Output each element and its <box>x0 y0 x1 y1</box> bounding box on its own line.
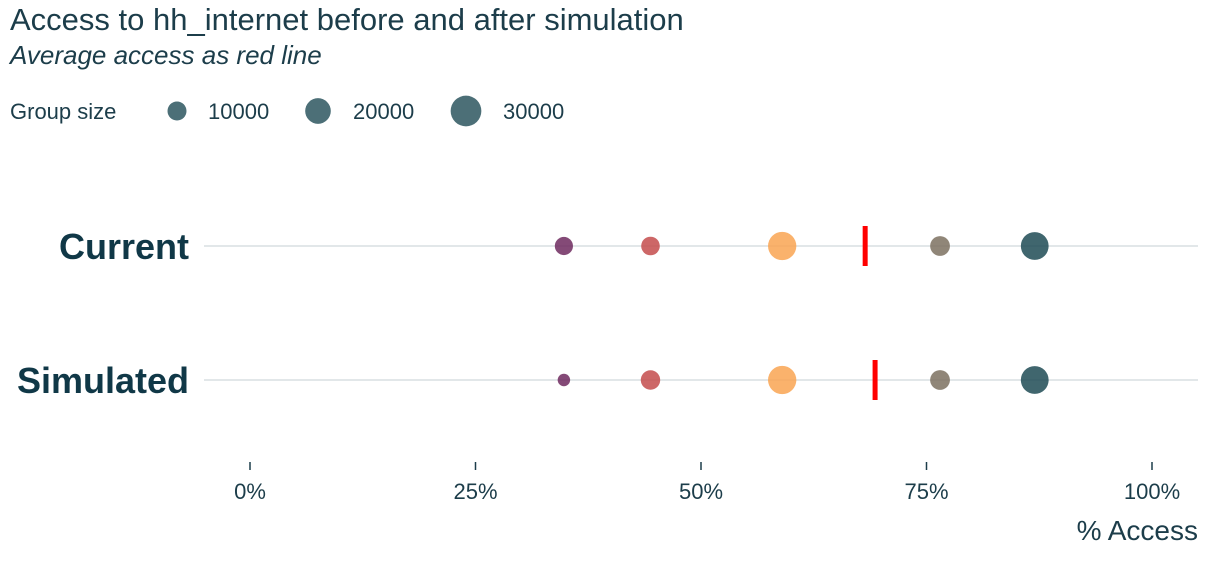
legend-title: Group size <box>10 99 116 124</box>
legend-circle-10000 <box>167 101 187 121</box>
point-group3-current <box>768 231 797 261</box>
legend-label-20000: 20000 <box>353 99 414 124</box>
x-tick-label-25: 25% <box>453 479 497 504</box>
x-tick-label-50: 50% <box>679 479 723 504</box>
row-label-current: Current <box>59 226 189 267</box>
data-points <box>554 231 1049 395</box>
point-group3-simulated <box>768 365 797 395</box>
legend: Group size 10000 20000 30000 <box>10 95 564 127</box>
chart-title: Access to hh_internet before and after s… <box>10 2 684 37</box>
point-group2-current <box>641 236 660 256</box>
point-group2-simulated <box>640 370 661 390</box>
legend-circle-30000 <box>450 95 482 127</box>
point-group1-current <box>554 236 573 256</box>
point-group4-simulated <box>930 370 950 390</box>
point-group1-simulated <box>557 373 571 387</box>
x-axis-title: % Access <box>1077 515 1198 546</box>
legend-label-10000: 10000 <box>208 99 269 124</box>
gridlines <box>204 245 1198 381</box>
row-label-simulated: Simulated <box>17 360 189 401</box>
x-tick-label-75: 75% <box>904 479 948 504</box>
average-markers <box>862 226 878 400</box>
x-tick-label-0: 0% <box>234 479 266 504</box>
row-labels: Current Simulated <box>17 226 189 401</box>
point-group5-simulated <box>1020 366 1049 394</box>
x-tick-label-100: 100% <box>1124 479 1180 504</box>
chart-subtitle: Average access as red line <box>10 40 322 70</box>
legend-circle-20000 <box>305 98 331 124</box>
x-axis: 0% 25% 50% 75% 100% <box>234 462 1180 504</box>
point-group5-current <box>1020 232 1049 260</box>
legend-label-30000: 30000 <box>503 99 564 124</box>
point-group4-current <box>930 236 950 256</box>
